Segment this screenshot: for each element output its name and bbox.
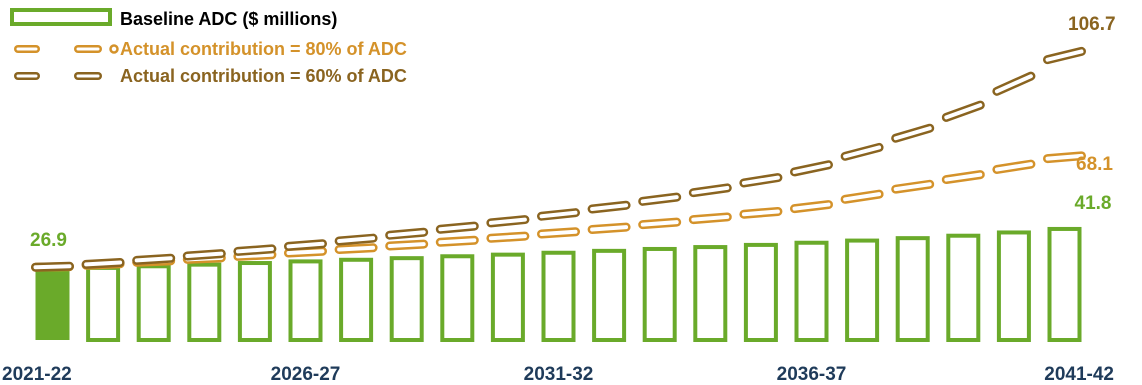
line-60pct-segment-inner-2034-35: [691, 185, 730, 195]
line-80pct-segment-inner-2035-36: [741, 209, 780, 217]
line-80pct-segment-inner-2040-41: [994, 162, 1033, 172]
line-80pct-segment-inner-2041-42: [1045, 153, 1084, 161]
bar-2036-37: [794, 240, 829, 342]
x-tick-2036-37: 2036-37: [777, 364, 847, 385]
line-60pct-segment-inner-2036-37: [792, 162, 831, 174]
bar-2034-35: [693, 245, 728, 342]
label-60pct-2041-42: 106.7: [1068, 14, 1116, 35]
bar-2022-23: [86, 265, 121, 342]
legend: Baseline ADC ($ millions) Actual contribu…: [10, 8, 407, 86]
line-80pct-segment-inner-2025-26: [235, 252, 274, 259]
x-tick-2026-27: 2026-27: [271, 364, 341, 385]
line-80pct-segment-inner-2038-39: [893, 182, 932, 192]
bar-2035-36: [743, 242, 778, 342]
bar-2032-33: [592, 248, 627, 342]
bar-2028-29: [389, 256, 424, 342]
line-60pct-segment-inner-2022-23: [84, 260, 123, 267]
line-80pct-segment-inner-2026-27: [286, 249, 325, 255]
bar-2025-26: [237, 261, 272, 343]
bar-2041-42: [1047, 226, 1082, 342]
line-80pct-segment-inner-2030-31: [488, 234, 527, 241]
x-axis: 2021-22 2026-27 2031-32 2036-37 2041-42: [2, 364, 1114, 385]
line-60pct-segment-inner-2037-38: [843, 145, 882, 159]
label-baseline-2041-42: 41.8: [1075, 193, 1112, 214]
legend-baseline-label: Baseline ADC ($ millions): [120, 9, 337, 29]
legend-80pct-label: Actual contribution = 80% of ADC: [120, 39, 407, 59]
line-80pct-segment-inner-2034-35: [691, 214, 730, 222]
bar-2024-25: [187, 262, 222, 342]
line-60pct-segment-inner-2032-33: [590, 203, 629, 212]
bar-2029-30: [440, 254, 475, 342]
line-60pct-segment-inner-2021-22: [33, 264, 72, 270]
bar-2037-38: [845, 238, 880, 342]
legend-60pct-label: Actual contribution = 60% of ADC: [120, 66, 407, 86]
line-80pct-segment-inner-2039-40: [944, 172, 983, 182]
bar-2039-40: [946, 233, 981, 342]
line-60pct-segment-inner-2040-41: [994, 74, 1033, 94]
line-60pct-segment-inner-2028-29: [387, 230, 426, 238]
line-60pct-segment-inner-2026-27: [286, 241, 325, 249]
line-80pct-segment-inner-2037-38: [843, 192, 882, 202]
line-60pct-segment-inner-2024-25: [185, 251, 224, 258]
line-80pct-segment-inner-2033-34: [640, 220, 679, 227]
legend-baseline-swatch: [10, 8, 112, 26]
line-60pct-segment-inner-2033-34: [640, 195, 679, 204]
bar-2038-39: [895, 236, 930, 343]
line-80pct-segment-inner-2036-37: [792, 202, 831, 211]
bar-2033-34: [642, 246, 677, 342]
line-80pct-segment-inner-2032-33: [590, 225, 629, 232]
bar-2027-28: [339, 257, 374, 343]
line-80pct-segment-inner-2027-28: [337, 245, 376, 252]
baseline-bars: [35, 226, 1082, 343]
line-60pct-segment-inner-2029-30: [438, 224, 477, 232]
line-60pct-segment-inner-2031-32: [539, 210, 578, 219]
line-60pct-segment-inner-2035-36: [741, 175, 780, 185]
line-60pct-segment-inner-2038-39: [893, 126, 932, 141]
bar-2040-41: [996, 230, 1031, 342]
bar-2031-32: [541, 250, 576, 342]
line-60pct-segment-inner-2030-31: [488, 217, 527, 225]
data-labels: 26.9 41.8 68.1 106.7: [30, 14, 1116, 251]
x-tick-2021-22: 2021-22: [2, 364, 72, 385]
x-tick-2041-42: 2041-42: [1044, 364, 1114, 385]
line-60pct-segment-inner-2025-26: [235, 246, 274, 254]
line-80pct-segment-inner-2031-32: [539, 229, 578, 236]
line-80pct-segment-inner-2029-30: [438, 238, 477, 245]
line-60pct-segment-inner-2027-28: [337, 236, 376, 244]
line-60pct-segment-inner-2041-42: [1045, 49, 1084, 62]
line-60pct-segment-inner-2023-24: [134, 256, 173, 263]
legend-80pct-marker: [109, 44, 119, 54]
line-80pct-segment-inner-2028-29: [387, 242, 426, 248]
bar-2021-22: [35, 267, 70, 340]
bar-2026-27: [288, 259, 323, 342]
bar-2023-24: [136, 264, 171, 343]
label-80pct-2041-42: 68.1: [1076, 154, 1113, 175]
label-baseline-2021-22: 26.9: [30, 230, 67, 251]
contribution-lines: [31, 46, 1086, 272]
bar-2030-31: [490, 252, 525, 343]
x-tick-2031-32: 2031-32: [524, 364, 594, 385]
line-60pct-segment-inner-2039-40: [944, 103, 983, 120]
